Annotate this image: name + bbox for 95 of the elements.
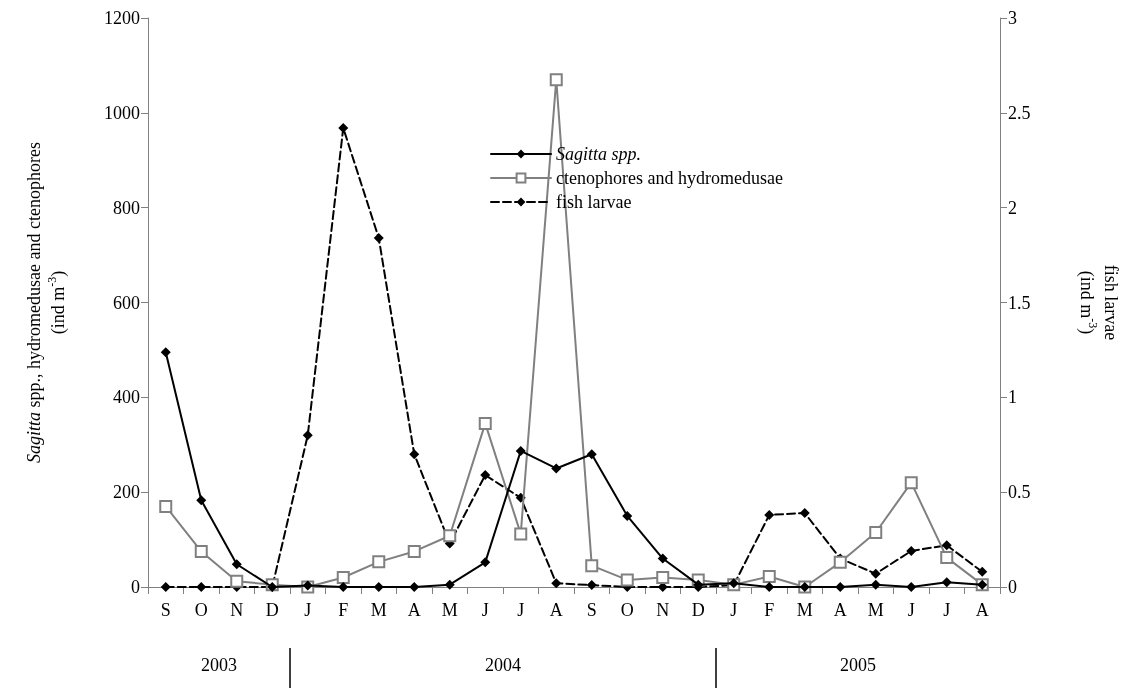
point [160, 582, 171, 592]
y-tick-label: 600 [113, 292, 140, 313]
x-tick-label: O [194, 600, 208, 620]
point [764, 509, 775, 520]
point [514, 527, 528, 541]
point [480, 557, 491, 568]
point [586, 449, 597, 460]
point [160, 347, 171, 358]
y-tick-label: 0 [131, 577, 140, 597]
x-tick-label: J [907, 600, 915, 620]
y2-tick-label: 3 [1008, 8, 1017, 28]
point [478, 416, 492, 430]
x-tick-label: J [517, 600, 525, 620]
point [480, 470, 491, 481]
text: 2003 [201, 655, 237, 675]
point [622, 510, 633, 521]
point [159, 499, 173, 513]
point [941, 577, 952, 588]
x-tick-label: D [691, 600, 705, 620]
y-tick-label: 1000 [104, 102, 140, 123]
legend-label: ctenophores and hydromedusae [556, 168, 783, 188]
x-tick-label: A [833, 600, 847, 620]
y-tick-label: 1200 [104, 8, 140, 28]
point [940, 551, 954, 565]
point [302, 430, 313, 441]
point [762, 570, 776, 584]
point [870, 568, 881, 579]
point [336, 571, 350, 585]
point [620, 573, 634, 587]
x-tick-label: M [370, 600, 387, 620]
y-tick-label: 200 [113, 482, 140, 503]
point [551, 578, 562, 589]
x-tick-label: O [620, 600, 634, 620]
y2-tick-label: 0 [1008, 577, 1017, 597]
y-tick-label: 400 [113, 387, 140, 408]
point [373, 233, 384, 244]
point [835, 582, 846, 592]
point [869, 525, 883, 539]
x-tick-label: M [441, 600, 458, 620]
point [407, 544, 421, 558]
x-tick-label: F [338, 600, 349, 620]
x-tick-label: S [586, 600, 597, 620]
point [906, 582, 917, 592]
text: 2005 [840, 655, 876, 675]
point [373, 582, 384, 592]
point [230, 574, 244, 588]
point [231, 559, 242, 570]
point [196, 495, 207, 506]
x-tick-label: J [943, 600, 951, 620]
y-tick-label: 800 [113, 197, 140, 218]
x-tick-label: M [867, 600, 884, 620]
point [551, 463, 562, 474]
point [443, 529, 457, 543]
point [941, 540, 952, 551]
point [586, 580, 597, 591]
x-tick-label: S [160, 600, 171, 620]
point [338, 582, 349, 592]
y2-tick-label: 2 [1008, 197, 1017, 218]
point [656, 571, 670, 585]
x-tick-label: A [407, 600, 421, 620]
x-tick-label: J [481, 600, 489, 620]
point [764, 582, 775, 592]
point [444, 579, 455, 590]
legend-label: fish larvae [556, 192, 632, 212]
point [906, 545, 917, 556]
x-tick-label: M [796, 600, 813, 620]
y2-tick-label: 1 [1008, 387, 1017, 408]
point [409, 582, 420, 592]
text: 2004 [485, 655, 521, 675]
x-tick-label: N [230, 600, 244, 620]
point [409, 449, 420, 460]
point [196, 582, 207, 592]
legend-label: Sagitta spp. [556, 144, 642, 164]
point [657, 553, 668, 564]
x-tick-label: F [764, 600, 775, 620]
x-tick-label: J [730, 600, 738, 620]
point [799, 508, 810, 519]
x-tick-label: D [265, 600, 279, 620]
y2-tick-label: 2.5 [1008, 102, 1031, 123]
x-tick-label: N [656, 600, 670, 620]
point [515, 445, 526, 456]
point [904, 476, 918, 490]
point [267, 582, 278, 592]
point [372, 555, 386, 569]
x-tick-label: A [549, 600, 563, 620]
y2-tick-label: 0.5 [1008, 482, 1031, 503]
point [194, 544, 208, 558]
point [549, 73, 563, 87]
y2-tick-label: 1.5 [1008, 292, 1031, 313]
x-tick-label: A [975, 600, 989, 620]
point [833, 555, 847, 569]
point [977, 566, 988, 577]
point [585, 559, 599, 573]
point [870, 579, 881, 590]
x-tick-label: J [304, 600, 312, 620]
